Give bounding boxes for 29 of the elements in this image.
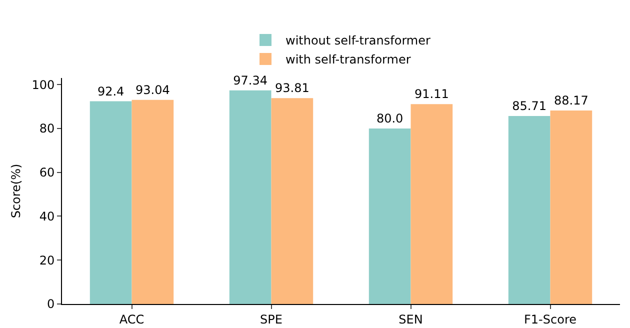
y-tick-label: 80 [39,122,55,136]
bar [271,98,314,304]
data-label: 93.04 [135,82,170,97]
bar [410,104,453,304]
data-label: 88.17 [554,94,588,108]
x-tick-label: SEN [398,312,423,326]
data-label: 92.4 [97,84,124,98]
bar [132,100,174,304]
y-tick-label: 100 [32,78,55,92]
bar [550,110,592,304]
bar [90,101,132,304]
data-label: 80.0 [376,111,404,126]
y-tick-label: 0 [46,297,55,312]
bar [508,116,550,304]
data-label: 85.71 [512,98,547,113]
data-label: 93.81 [274,81,310,96]
bar [368,128,411,304]
x-tick-label: F1-Score [524,312,576,326]
y-tick-label: 40 [39,209,55,224]
x-tick-label: ACC [119,312,144,326]
data-label: 91.11 [414,87,449,102]
bar [229,90,272,304]
data-label: 97.34 [233,73,268,88]
x-tick-label: SPE [260,312,282,326]
y-tick-label: 20 [39,253,55,268]
legend-label: without self-transformer [286,34,431,48]
y-axis-title: Score(%) [8,164,23,218]
legend-label: with self-transformer [286,52,411,67]
y-tick-label: 60 [39,166,55,180]
